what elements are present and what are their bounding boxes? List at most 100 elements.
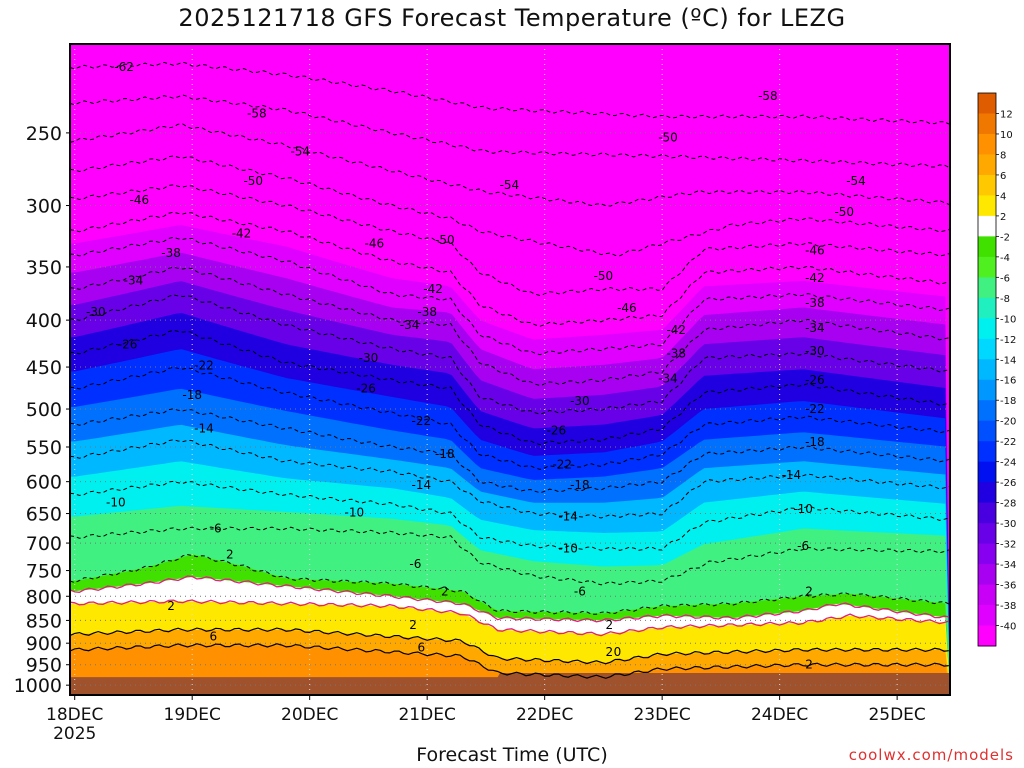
isotherm-label: -22 bbox=[805, 402, 825, 416]
isotherm-label: -38 bbox=[805, 296, 825, 310]
colorbar-label: -30 bbox=[1000, 519, 1016, 530]
colorbar-swatch bbox=[978, 379, 996, 401]
isotherm-label: -46 bbox=[364, 236, 384, 250]
isotherm-label: -34 bbox=[658, 371, 678, 385]
colorbar-label: -34 bbox=[1000, 560, 1016, 571]
isotherm-line bbox=[70, 123, 949, 207]
isotherm-label: -14 bbox=[194, 421, 214, 435]
isotherm-label: 2 bbox=[167, 599, 175, 613]
isotherm-label: -38 bbox=[417, 305, 437, 319]
colorbar-label: -18 bbox=[1000, 396, 1016, 407]
colorbar-swatch bbox=[978, 195, 996, 217]
isotherm-label: -6 bbox=[409, 557, 421, 571]
warm-isotherm-line bbox=[70, 643, 949, 679]
isotherm-line bbox=[70, 554, 950, 615]
freezing-isotherm-line bbox=[70, 599, 949, 637]
y-tick-label: 1000 bbox=[14, 675, 62, 697]
isotherm-label: -46 bbox=[617, 301, 637, 315]
y-tick-label: 350 bbox=[26, 257, 62, 279]
isotherm-line bbox=[70, 266, 949, 387]
isotherm-label: -42 bbox=[666, 323, 686, 337]
colorbar-swatch bbox=[978, 441, 996, 463]
isotherm-label: -30 bbox=[359, 351, 379, 365]
isotherm-label: -54 bbox=[500, 178, 520, 192]
y-tick-label: 850 bbox=[26, 610, 62, 632]
isotherm-line bbox=[70, 480, 949, 551]
colorbar-label: -36 bbox=[1000, 581, 1016, 592]
y-tick-label: 750 bbox=[26, 561, 62, 583]
freezing-isotherm-line bbox=[70, 575, 949, 623]
isotherm-label: -10 bbox=[106, 495, 126, 509]
colorbar-label: -10 bbox=[1000, 314, 1016, 325]
isotherm-label: -22 bbox=[411, 414, 431, 428]
colorbar-swatch bbox=[978, 420, 996, 442]
isotherm-label: 2 bbox=[805, 658, 813, 672]
isotherm-label: -18 bbox=[435, 447, 455, 461]
colorbar-label: -16 bbox=[1000, 376, 1016, 387]
colorbar-swatch bbox=[978, 400, 996, 422]
colorbar-label: -4 bbox=[1000, 253, 1010, 264]
isotherm-label: -10 bbox=[558, 542, 578, 556]
colorbar-label: -32 bbox=[1000, 540, 1016, 551]
colorbar-label: -38 bbox=[1000, 601, 1016, 612]
x-tick-label: 19DEC bbox=[164, 705, 221, 725]
isotherm-label: -10 bbox=[345, 505, 365, 519]
colorbar-label: -2 bbox=[1000, 232, 1010, 243]
isotherm-label: 2 bbox=[441, 584, 449, 598]
colorbar-swatch bbox=[978, 93, 996, 114]
isotherm-label: -38 bbox=[161, 246, 181, 260]
isotherm-line bbox=[70, 439, 949, 519]
isotherm-line bbox=[70, 61, 950, 125]
x-tick-label: 25DEC bbox=[868, 705, 925, 725]
warm-isotherm-line bbox=[70, 627, 949, 665]
isotherm-label: -46 bbox=[805, 244, 825, 258]
isotherm-label: -50 bbox=[435, 233, 455, 247]
colorbar-label: -6 bbox=[1000, 273, 1010, 284]
isotherm-line bbox=[70, 184, 949, 297]
y-tick-label: 500 bbox=[26, 399, 62, 421]
y-axis: 2503003504004505005506006507007508008509… bbox=[14, 123, 70, 697]
colorbar-label: -12 bbox=[1000, 335, 1016, 346]
y-tick-label: 650 bbox=[26, 504, 62, 526]
grid-layer bbox=[70, 44, 950, 695]
colorbar-label: -20 bbox=[1000, 417, 1016, 428]
isotherm-label: -50 bbox=[243, 174, 263, 188]
credit-link[interactable]: coolwx.com/models bbox=[848, 746, 1014, 764]
isotherm-label: -30 bbox=[86, 305, 106, 319]
y-tick-label: 550 bbox=[26, 437, 62, 459]
x-axis-label: Forecast Time (UTC) bbox=[416, 744, 608, 766]
x-tick-label: 24DEC bbox=[751, 705, 808, 725]
colorbar-label: 8 bbox=[1000, 150, 1006, 161]
isotherm-label: -6 bbox=[574, 584, 586, 598]
isotherm-label: -54 bbox=[290, 145, 310, 159]
isotherm-labels: -62-58-54-50-46-42-38-34-30-26-22-18-14-… bbox=[86, 60, 866, 672]
isotherm-label: -54 bbox=[846, 174, 866, 188]
colorbar-label: 2 bbox=[1000, 212, 1006, 223]
colorbar-label: -24 bbox=[1000, 458, 1016, 469]
colorbar-label: -26 bbox=[1000, 478, 1016, 489]
x-tick-sublabel: 2025 bbox=[53, 724, 96, 744]
x-tick-label: 22DEC bbox=[516, 705, 573, 725]
isotherm-label: -50 bbox=[834, 205, 854, 219]
colorbar-swatch bbox=[978, 236, 996, 258]
colorbar-legend: 12 10 8 6 4 2 -2 -4 -6 -8 -10 -12 -14 -16 -18 -20 -22 -24… bbox=[977, 92, 1016, 647]
colorbar-swatch bbox=[978, 256, 996, 278]
isotherm-label: -50 bbox=[658, 131, 678, 145]
colorbar-swatch bbox=[978, 564, 996, 586]
isotherm-label: -30 bbox=[570, 394, 590, 408]
x-tick-label: 23DEC bbox=[633, 705, 690, 725]
y-tick-label: 600 bbox=[26, 472, 62, 494]
colorbar-swatch bbox=[978, 523, 996, 545]
isotherm-label: 6 bbox=[210, 629, 218, 643]
colorbar-swatch bbox=[978, 318, 996, 340]
isotherm-label: -30 bbox=[805, 344, 825, 358]
isotherm-label: -58 bbox=[758, 89, 778, 103]
y-tick-label: 700 bbox=[26, 533, 62, 555]
colorbar-label: -28 bbox=[1000, 499, 1016, 510]
colorbar-swatch bbox=[978, 461, 996, 483]
colorbar-swatch bbox=[978, 359, 996, 381]
colorbar-label: -8 bbox=[1000, 294, 1010, 305]
